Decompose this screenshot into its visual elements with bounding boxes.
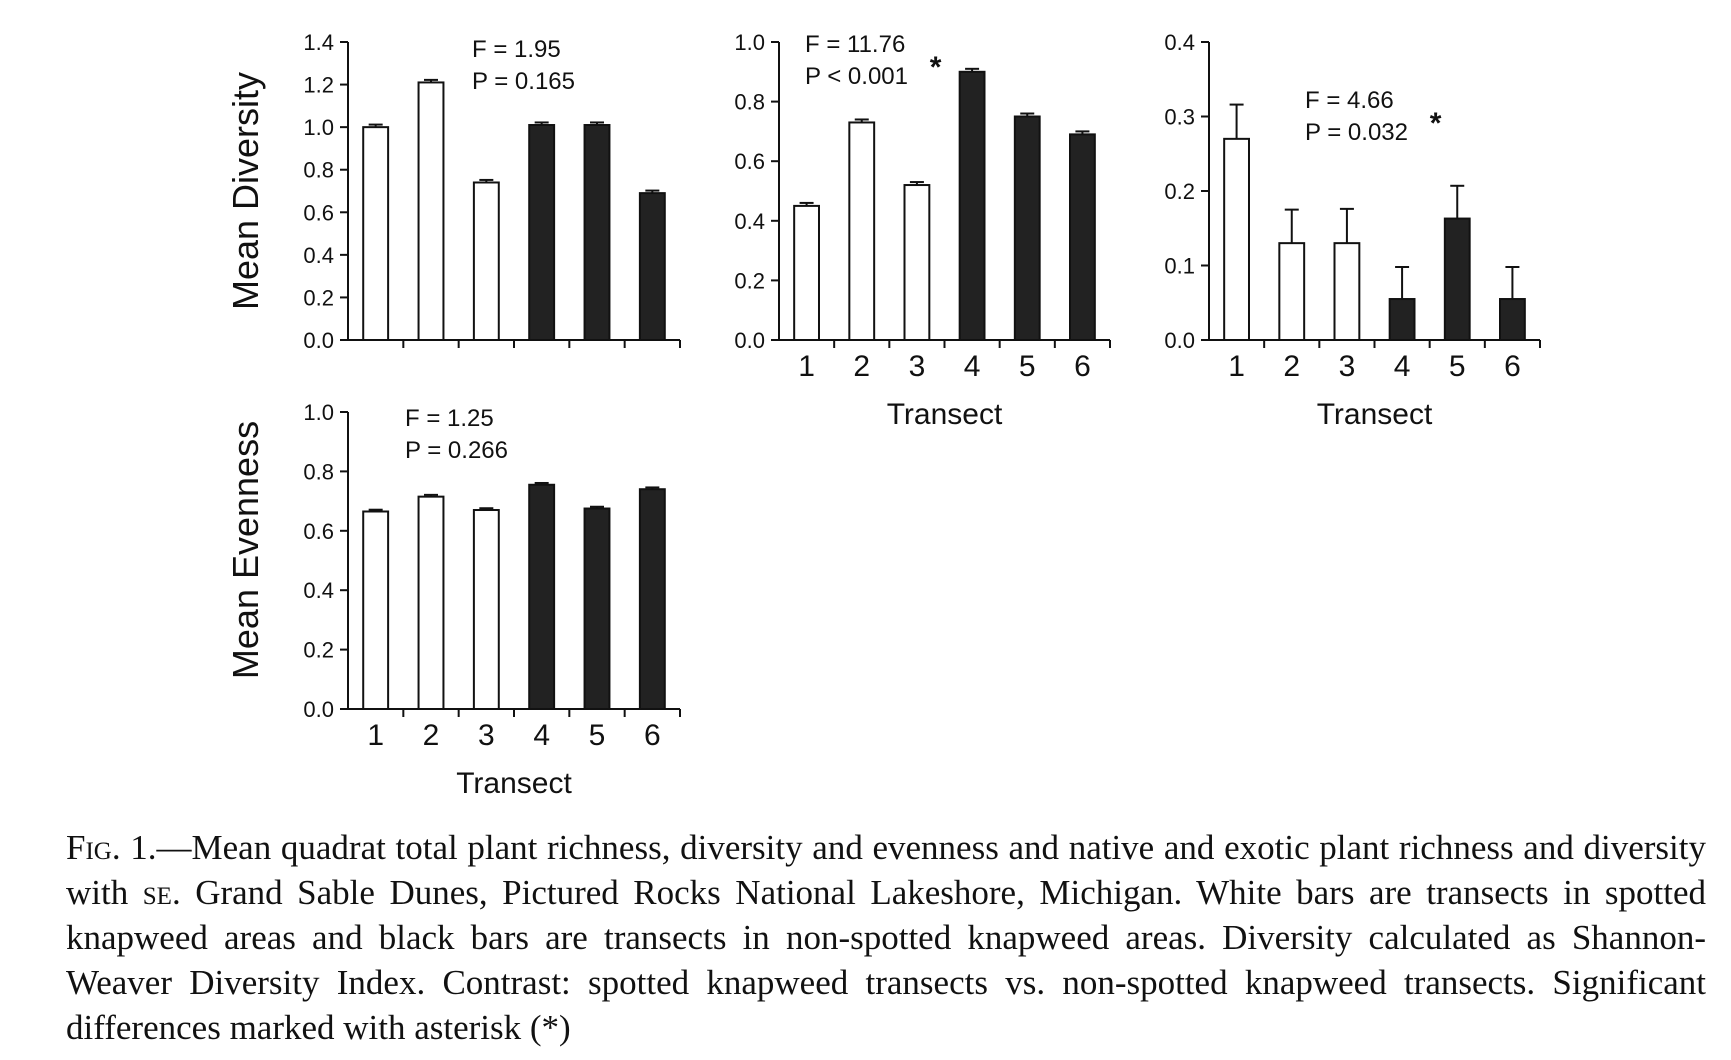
bar (1223, 137, 1250, 341)
significance-marker: * (1430, 107, 1442, 140)
y-tick-label: 0.0 (734, 328, 765, 353)
bar (528, 124, 556, 341)
x-tick-label: 6 (644, 719, 661, 752)
x-tick-label: 1 (367, 719, 384, 752)
stat-p-value: P = 0.032 (1305, 119, 1408, 146)
y-tick-label: 0.8 (303, 459, 334, 484)
y-axis-title: Mean Evenness (225, 421, 266, 679)
y-tick-label: 0.4 (1164, 30, 1195, 55)
y-tick-label: 0.4 (303, 578, 334, 603)
chart-diversity-b: 0.0 0.2 0.4 0.6 0.8 1.0 1 2 3 4 5 6 F = 11.76 P < 0.0… (734, 30, 1111, 431)
significance-marker: * (930, 51, 942, 84)
bar (583, 507, 611, 710)
stat-p-value: P < 0.001 (805, 63, 908, 90)
y-tick-label: 0.0 (303, 697, 334, 722)
stat-f-value: F = 1.95 (472, 36, 561, 63)
y-tick-label: 0.0 (303, 328, 334, 353)
y-tick-label: 0.0 (1164, 328, 1195, 353)
bar (848, 121, 876, 341)
y-tick-label: 1.2 (303, 73, 334, 98)
bar (472, 181, 500, 341)
y-tick-label: 0.4 (734, 209, 765, 234)
stat-p-value: P = 0.165 (472, 68, 575, 95)
x-tick-label: 3 (909, 350, 926, 383)
y-tick-label: 0.4 (303, 243, 334, 268)
y-tick-label: 1.4 (303, 30, 334, 55)
y-tick-label: 0.1 (1164, 254, 1195, 279)
x-tick-label: 4 (533, 719, 550, 752)
x-tick-label: 4 (964, 350, 981, 383)
x-axis-title: Transect (887, 398, 1003, 431)
figure-label: Fig. 1. (66, 828, 157, 867)
bar (793, 204, 820, 341)
x-tick-label: 6 (1074, 350, 1091, 383)
chart-evenness: 0.0 0.2 0.4 0.6 0.8 1.0 1 2 3 4 5 6 F = 1.25 P = 0.26… (225, 400, 681, 800)
y-tick-label: 0.2 (734, 268, 765, 293)
y-tick-label: 0.2 (303, 285, 334, 310)
x-tick-label: 2 (1283, 350, 1300, 383)
bar (528, 483, 556, 711)
x-tick-label: 2 (423, 719, 440, 752)
x-tick-label: 2 (853, 350, 870, 383)
bar (903, 184, 931, 341)
x-tick-label: 5 (589, 719, 606, 752)
y-tick-label: 1.0 (303, 115, 334, 140)
stat-f-value: F = 11.76 (805, 31, 905, 58)
figure-caption: Fig. 1.—Mean quadrat total plant richnes… (66, 825, 1706, 1050)
y-tick-label: 1.0 (734, 30, 765, 55)
y-tick-label: 0.6 (734, 149, 765, 174)
bar (472, 509, 500, 711)
chart-diversity-c: 0.0 0.1 0.2 0.3 0.4 1 2 3 4 5 6 F = 4.66 P = 0.032 * T… (1164, 30, 1541, 431)
y-axis-title: Mean Diversity (225, 72, 266, 310)
x-tick-label: 1 (1228, 350, 1245, 383)
bar (1333, 242, 1361, 341)
x-axis-title: Transect (456, 767, 572, 800)
bar (583, 124, 611, 341)
y-tick-label: 0.2 (303, 638, 334, 663)
bar (1069, 133, 1096, 341)
bar (1499, 298, 1526, 341)
bar (362, 126, 390, 342)
y-tick-label: 0.3 (1164, 105, 1195, 130)
x-tick-label: 3 (478, 719, 495, 752)
chart-diversity-a: 0.0 0.2 0.4 0.6 0.8 1.0 1.2 1.4 F = 1.95 P = 0.16… (225, 30, 681, 353)
caption-text-2: . Grand Sable Dunes, Pictured Rocks Nati… (66, 873, 1707, 1047)
y-tick-label: 0.8 (734, 90, 765, 115)
bar (958, 70, 986, 342)
x-tick-label: 5 (1449, 350, 1466, 383)
x-tick-label: 6 (1504, 350, 1521, 383)
x-tick-label: 4 (1394, 350, 1411, 383)
stat-p-value: P = 0.266 (405, 437, 508, 464)
y-tick-label: 0.6 (303, 519, 334, 544)
bar (638, 192, 666, 341)
bar (362, 510, 390, 710)
stat-f-value: F = 4.66 (1305, 87, 1394, 114)
bar (1388, 298, 1416, 341)
x-tick-label: 5 (1019, 350, 1036, 383)
bar (417, 495, 445, 710)
bar (1278, 242, 1306, 341)
x-tick-label: 3 (1339, 350, 1356, 383)
bar (638, 488, 666, 710)
x-tick-label: 1 (798, 350, 815, 383)
y-tick-label: 1.0 (303, 400, 334, 425)
y-tick-label: 0.6 (303, 200, 334, 225)
stat-f-value: F = 1.25 (405, 405, 494, 432)
figure: 0.0 0.2 0.4 0.6 0.8 1.0 1.2 1.4 F = 1.95 P = 0.16… (225, 30, 1541, 800)
caption-se: se (142, 873, 172, 912)
bar (1443, 217, 1471, 341)
x-axis-title: Transect (1317, 398, 1433, 431)
bar (417, 81, 445, 341)
y-tick-label: 0.8 (303, 158, 334, 183)
y-tick-label: 0.2 (1164, 179, 1195, 204)
caption-text-1: —Mean quadrat total plant richness, dive… (66, 828, 1706, 912)
bar (1013, 115, 1041, 341)
